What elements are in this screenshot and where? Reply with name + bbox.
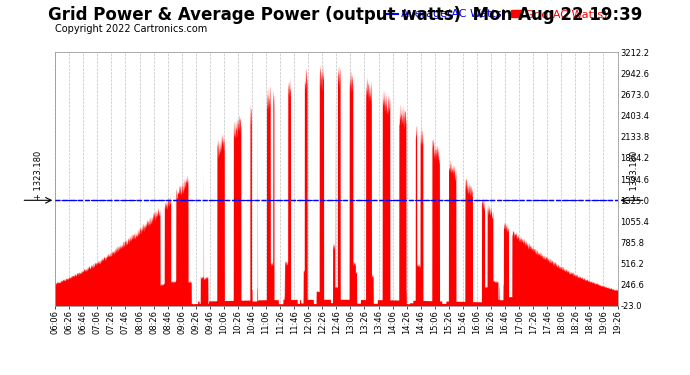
Text: + 1323.180: + 1323.180	[34, 151, 43, 200]
Text: Copyright 2022 Cartronics.com: Copyright 2022 Cartronics.com	[55, 24, 208, 34]
Text: Grid Power & Average Power (output watts)  Mon Aug 22 19:39: Grid Power & Average Power (output watts…	[48, 6, 642, 24]
Legend: Average(AC Watts), Grid(AC Watts): Average(AC Watts), Grid(AC Watts)	[382, 5, 612, 24]
Text: + 1323.180: + 1323.180	[630, 151, 639, 200]
